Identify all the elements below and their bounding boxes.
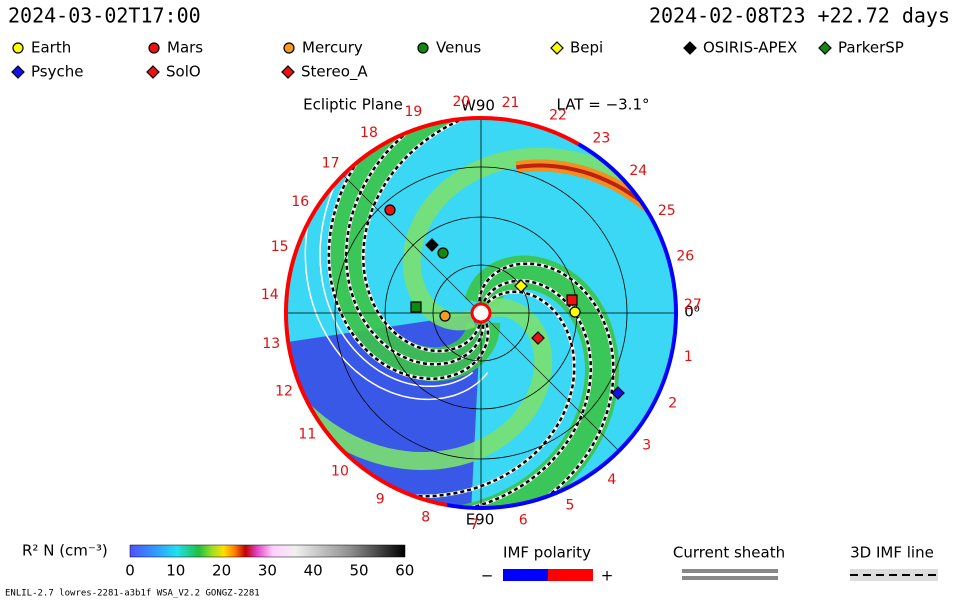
imf-minus: − [481,567,494,585]
marker [12,42,24,54]
ring-label: 18 [360,125,378,141]
ring-label: 26 [676,248,694,264]
imf-positive [548,569,593,581]
plane-title: Ecliptic Plane [303,96,403,114]
sheath-line [682,569,778,573]
imf-title: IMF polarity [503,544,591,562]
overlay [284,116,678,510]
marker [439,310,451,322]
sim-time: 2024-03-02T17:00 [8,4,201,28]
rim [446,142,678,510]
ring-label: 3 [642,437,651,453]
footer: ENLIL-2.7 lowres-2281-a3b1f WSA_V2.2 GON… [5,589,260,599]
imf-line [362,118,623,353]
w90-label: W90 [461,97,495,115]
colorbar-tick: 0 [125,562,135,580]
ring-label: 27 [684,297,702,313]
imf-line [394,262,615,508]
marker [11,65,25,79]
legend-label: Psyche [31,63,83,81]
ring-label: 13 [262,336,280,352]
marker [550,41,564,55]
legend-label: Mars [167,39,203,57]
marker [611,386,625,400]
zero-label: 0⁰ [684,303,700,321]
ring-label: 8 [421,510,430,526]
colorbar-tick: 60 [395,562,414,580]
ring-label: 21 [502,95,520,111]
colorbar-label: R² N (cm⁻³) [22,542,108,560]
ring-label: 2 [668,396,677,412]
marker [437,247,449,259]
ring-label: 23 [592,130,610,146]
ring-label: 9 [376,491,385,507]
ring-label: 24 [629,163,647,179]
ring-label: 16 [291,194,309,210]
imf-negative [503,569,548,581]
run-time: 2024-02-08T23 +22.72 days [649,4,950,28]
colorbar-ticks: 0 10 20 30 40 50 60 [125,562,414,580]
legend-label: Venus [436,39,481,57]
imf-plus: + [601,567,614,585]
marker [384,204,396,216]
ring-label: 1 [684,349,693,365]
legend-label: Mercury [302,39,363,57]
rim [284,116,580,508]
ring-label: 14 [261,287,279,303]
legend-label: ParkerSP [838,39,904,57]
marker [148,42,160,54]
ring-label: 15 [271,239,289,255]
colorbar-tick: 30 [258,562,277,580]
marker [531,331,545,345]
ring-label: 25 [658,203,676,219]
ring-label: 11 [298,427,316,443]
marker [417,42,429,54]
marker [146,65,160,79]
sheath-title: Current sheath [673,544,785,562]
legend-label: Earth [31,39,71,57]
ring-label: 7 [470,517,479,533]
marker [566,294,578,306]
colorbar-tick: 40 [304,562,323,580]
sheath-line [682,576,778,580]
ring-label: 10 [331,463,349,479]
marker [410,301,422,313]
e90-label: E90 [466,511,495,529]
ring-label: 6 [519,513,528,529]
marker [283,42,295,54]
ring-label: 5 [565,497,574,513]
imf-line [313,279,593,508]
imf-line-title: 3D IMF line [850,544,934,562]
legend-label: Stereo_A [301,63,368,82]
colorbar [129,544,406,558]
sun [470,302,492,324]
legend-label: SolO [166,63,201,81]
marker [281,65,295,79]
legend-label: OSIRIS-APEX [703,39,797,57]
ring-label: 22 [549,107,567,123]
legend: Earth Mars Mercury Venus Bepi OSIRIS-APEX Park… [11,39,904,82]
ring-label: 4 [607,472,616,488]
ring-label: 17 [322,156,340,172]
colorbar-tick: 20 [212,562,231,580]
marker [818,41,832,55]
ring-label: 20 [453,94,471,110]
marker [683,41,697,55]
colorbar-tick: 50 [349,562,368,580]
marker [514,279,528,293]
marker [425,238,439,252]
ring-label: 19 [404,104,422,120]
ring-label: 12 [275,383,293,399]
marker [569,306,581,318]
legend-label: Bepi [570,39,603,57]
colorbar-tick: 10 [166,562,185,580]
latitude: LAT = −3.1° [557,96,650,114]
